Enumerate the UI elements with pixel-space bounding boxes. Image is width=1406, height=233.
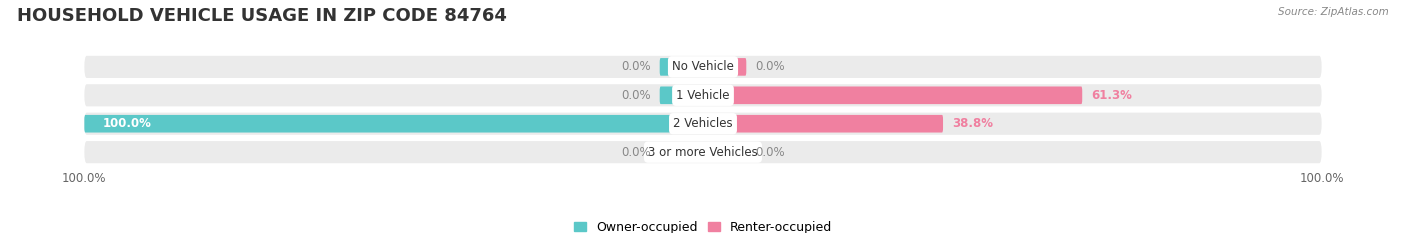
Legend: Owner-occupied, Renter-occupied: Owner-occupied, Renter-occupied (574, 221, 832, 233)
Text: 61.3%: 61.3% (1091, 89, 1132, 102)
Text: HOUSEHOLD VEHICLE USAGE IN ZIP CODE 84764: HOUSEHOLD VEHICLE USAGE IN ZIP CODE 8476… (17, 7, 506, 25)
Text: No Vehicle: No Vehicle (672, 60, 734, 73)
Text: 0.0%: 0.0% (621, 60, 651, 73)
Text: 100.0%: 100.0% (103, 117, 152, 130)
FancyBboxPatch shape (84, 113, 1322, 135)
FancyBboxPatch shape (659, 86, 703, 104)
Text: 0.0%: 0.0% (755, 60, 785, 73)
FancyBboxPatch shape (659, 143, 703, 161)
FancyBboxPatch shape (84, 141, 1322, 163)
Text: 1 Vehicle: 1 Vehicle (676, 89, 730, 102)
FancyBboxPatch shape (659, 58, 703, 76)
Text: 3 or more Vehicles: 3 or more Vehicles (648, 146, 758, 159)
FancyBboxPatch shape (703, 58, 747, 76)
Text: 0.0%: 0.0% (621, 146, 651, 159)
FancyBboxPatch shape (84, 56, 1322, 78)
Text: 0.0%: 0.0% (755, 146, 785, 159)
Text: Source: ZipAtlas.com: Source: ZipAtlas.com (1278, 7, 1389, 17)
Text: 2 Vehicles: 2 Vehicles (673, 117, 733, 130)
FancyBboxPatch shape (84, 115, 703, 133)
Text: 38.8%: 38.8% (952, 117, 993, 130)
Text: 0.0%: 0.0% (621, 89, 651, 102)
FancyBboxPatch shape (703, 115, 943, 133)
FancyBboxPatch shape (84, 84, 1322, 106)
FancyBboxPatch shape (703, 143, 747, 161)
FancyBboxPatch shape (703, 86, 1083, 104)
